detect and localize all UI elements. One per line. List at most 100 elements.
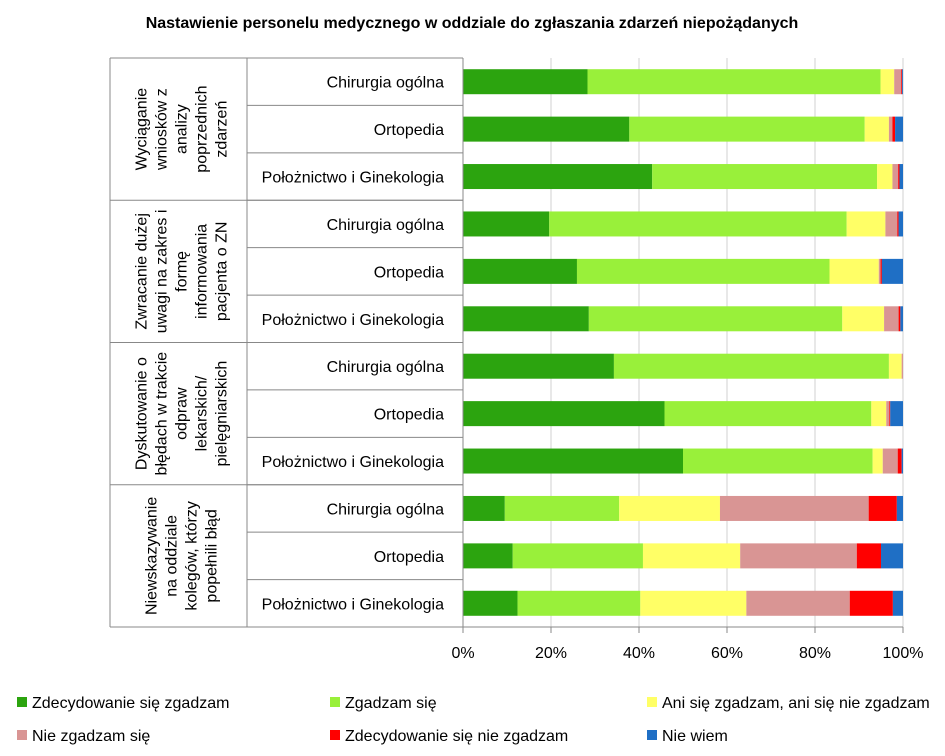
bar-segment <box>897 448 902 474</box>
bar-segment <box>881 258 903 284</box>
group-label-line: poprzednich <box>194 86 211 173</box>
group-label: Wyciąganie wniosków z analizy poprzednich zd… <box>134 86 231 173</box>
bar-segment <box>463 211 550 237</box>
category-label: Ortopedia <box>374 264 444 281</box>
legend-label: Zdecydowanie się nie zgadzam <box>345 728 568 745</box>
bar-segment <box>846 211 886 237</box>
bar-segment <box>842 306 885 332</box>
axes <box>109 57 904 633</box>
bar-segment <box>889 401 891 427</box>
group-label-line: Zwracanie dużej <box>134 213 151 330</box>
bar-segment <box>880 69 895 95</box>
legend-label: Nie zgadzam się <box>32 728 150 745</box>
category-label: Położnictwo i Ginekologia <box>262 312 444 329</box>
bar-segment <box>892 590 903 616</box>
group-labels: Wyciąganie wniosków z analizy poprzednich zd… <box>134 86 231 615</box>
category-label: Położnictwo i Ginekologia <box>262 170 444 187</box>
bars <box>463 69 903 616</box>
group-label-line: formę <box>174 251 191 292</box>
bar-segment <box>588 306 843 332</box>
bar-segment <box>746 590 850 616</box>
bar-segment <box>463 69 588 95</box>
bar-segment <box>868 495 897 521</box>
category-labels: Chirurgia ogólna Ortopedia Położnictwo i G… <box>262 75 444 614</box>
bar-segment <box>901 69 903 95</box>
bar-segment <box>829 258 879 284</box>
category-label: Ortopedia <box>374 407 444 424</box>
category-label: Chirurgia ogólna <box>327 75 445 92</box>
bar-segment <box>683 448 873 474</box>
x-tick-label: 60% <box>711 645 743 662</box>
group-label-line: lekarskich/ <box>194 375 211 451</box>
legend-swatch <box>330 697 340 707</box>
group-label-line: odpraw <box>174 387 191 440</box>
bar-segment <box>892 116 896 142</box>
bar-segment <box>463 448 683 474</box>
bar-segment <box>587 69 881 95</box>
bar-segment <box>463 306 589 332</box>
legend-label: Zdecydowanie się zgadzam <box>32 695 229 712</box>
group-label-line: Wyciąganie <box>134 88 151 171</box>
bar-segment <box>901 448 903 474</box>
bar-segment <box>895 116 903 142</box>
category-label: Położnictwo i Ginekologia <box>262 454 444 471</box>
bar-segment <box>877 164 893 190</box>
bar-segment <box>463 543 513 569</box>
bar-segment <box>463 401 665 427</box>
group-label-line: błędach w trakcie <box>154 352 171 476</box>
group-label-line: analizy <box>174 104 191 154</box>
group-label-line: uwagi na zakres i <box>154 210 171 334</box>
group-label-line: pacjenta o ZN <box>214 222 231 322</box>
group-label-line: wniosków z <box>154 88 171 171</box>
x-tick-label: 80% <box>799 645 831 662</box>
bar-segment <box>880 258 882 284</box>
category-label: Położnictwo i Ginekologia <box>262 596 444 613</box>
bar-segment <box>576 258 830 284</box>
bar-segment <box>898 306 901 332</box>
bar-segment <box>463 258 577 284</box>
bar-segment <box>885 211 898 237</box>
category-label: Ortopedia <box>374 549 444 566</box>
bar-segment <box>642 543 741 569</box>
bar-segment <box>897 211 899 237</box>
gridlines <box>462 58 904 627</box>
bar-segment <box>549 211 847 237</box>
category-label: Ortopedia <box>374 122 444 139</box>
bar-segment <box>902 69 903 95</box>
bar-segment <box>888 116 893 142</box>
x-tick-label: 40% <box>623 645 655 662</box>
group-label-line: zdarzeń <box>214 101 231 158</box>
bar-segment <box>463 116 630 142</box>
bar-segment <box>463 495 505 521</box>
x-tick-labels: 0% 20% 40% 60% 80% 100% <box>451 645 923 662</box>
bar-segment <box>613 353 889 379</box>
category-label: Chirurgia ogólna <box>327 501 445 518</box>
bar-segment <box>900 306 903 332</box>
bar-segment <box>864 116 889 142</box>
group-label: Dyskutowanie o błędach w trakcie odpraw lek… <box>134 352 231 476</box>
legend-swatch <box>17 730 27 740</box>
legend-label: Zgadzam się <box>345 695 437 712</box>
bar-segment <box>849 590 893 616</box>
legend-label: Nie wiem <box>662 728 728 745</box>
bar-segment <box>512 543 643 569</box>
legend-label: Ani się zgadzam, ani się nie zgadzam <box>662 695 930 712</box>
bar-segment <box>896 495 903 521</box>
bar-segment <box>463 590 518 616</box>
bar-segment <box>882 448 898 474</box>
bar-segment <box>652 164 878 190</box>
bar-segment <box>640 590 747 616</box>
bar-segment <box>888 353 902 379</box>
group-label-line: Dyskutowanie o <box>134 357 151 470</box>
chart-title: Nastawienie personelu medycznego w oddzi… <box>146 15 799 32</box>
bar-segment <box>890 401 903 427</box>
bar-segment <box>884 306 899 332</box>
bar-segment <box>664 401 872 427</box>
group-label: Zwracanie dużej uwagi na zakres i formę inf… <box>134 210 231 334</box>
bar-segment <box>898 211 903 237</box>
bar-segment <box>629 116 865 142</box>
bar-segment <box>504 495 620 521</box>
group-label-line: Niewskazywanie <box>144 497 161 615</box>
bar-segment <box>871 401 887 427</box>
legend-swatch <box>647 697 657 707</box>
